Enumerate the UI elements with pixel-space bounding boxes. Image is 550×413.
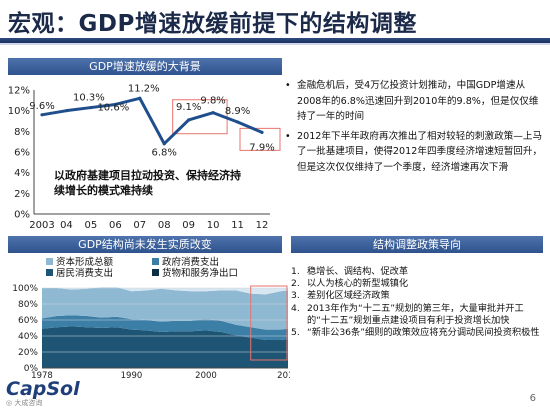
x-tick-label: 11 <box>231 220 244 231</box>
y-tick-label: 10% <box>8 106 30 117</box>
policy-text: 2013年作为“十二五”规划的第三年，大量审批并开工的“十二五”规划重点建设项目… <box>307 302 524 326</box>
bullet-item: 金融危机后，受4万亿投资计划推动，中国GDP增速从2008年的6.8%迅速回升到… <box>285 78 545 125</box>
data-label: 6.8% <box>152 148 177 159</box>
y-tick-label: 20% <box>18 348 38 358</box>
panel-header-policy: 结构调整政策导向 <box>291 236 543 253</box>
y-tick-label: 100% <box>12 284 38 294</box>
x-tick-label: 2003 <box>29 220 54 231</box>
y-tick-label: 0% <box>14 210 30 221</box>
x-tick-label: 06 <box>109 220 122 231</box>
data-label: 7.9% <box>249 142 274 153</box>
y-tick-label: 0% <box>24 364 39 374</box>
chart-annotation: 续增长的模式难持续 <box>54 183 153 197</box>
legend-label: 货物和服务净出口 <box>162 267 238 279</box>
x-tick-label: 08 <box>158 220 171 231</box>
x-tick-label: 1978 <box>31 371 53 381</box>
legend-swatch <box>46 269 53 276</box>
legend-label: 政府消费支出 <box>162 256 219 268</box>
page-number: 6 <box>529 393 536 404</box>
legend-swatch <box>152 258 159 265</box>
x-tick-label: 2011 <box>277 371 290 381</box>
policy-num: 4. <box>291 302 300 314</box>
capsol-logo: CapSol <box>6 378 80 400</box>
data-label: 11.2% <box>128 83 160 94</box>
bullet-list: 金融危机后，受4万亿投资计划推动，中国GDP增速从2008年的6.8%迅速回升到… <box>285 78 545 179</box>
policy-text: “新非公36条”细则的政策效应将充分调动民间投资积极性 <box>307 327 540 339</box>
gdp-growth-line <box>41 96 263 146</box>
policy-item: 5. “新非公36条”细则的政策效应将充分调动民间投资积极性 <box>291 327 543 339</box>
x-tick-label: 07 <box>133 220 146 231</box>
policy-num: 2. <box>291 278 300 290</box>
x-tick-label: 12 <box>256 220 269 231</box>
policy-item: 2. 以人为核心的新型城镇化 <box>291 278 543 290</box>
legend-label: 居民消费支出 <box>56 267 113 279</box>
slide-title: 宏观：GDP增速放缓前提下的结构调整 <box>8 11 417 37</box>
data-point <box>138 96 142 100</box>
data-point <box>162 142 166 146</box>
policy-item: 1. 稳增长、调结构、促改革 <box>291 266 543 278</box>
panel-header-gdp-structure: GDP结构尚未发生实质改变 <box>8 236 282 253</box>
legend-swatch <box>152 269 159 276</box>
policy-text: 稳增长、调结构、促改革 <box>307 266 409 277</box>
y-tick-label: 6% <box>14 148 30 159</box>
data-label: 10.3% <box>73 93 105 104</box>
watermark: ◎ 大成咨询 <box>6 399 43 407</box>
x-tick-label: 10 <box>207 220 220 231</box>
data-point <box>89 105 93 110</box>
y-tick-label: 60% <box>18 316 38 326</box>
data-label: 10.6% <box>97 102 129 113</box>
x-tick-label: 05 <box>85 220 98 231</box>
data-point <box>113 102 117 107</box>
y-tick-label: 8% <box>14 127 30 138</box>
title-divider-light <box>0 43 550 45</box>
data-point <box>64 109 69 113</box>
x-tick-label: 09 <box>182 220 195 231</box>
x-tick-label: 1990 <box>121 371 143 381</box>
data-label: 8.9% <box>225 106 250 117</box>
legend-swatch <box>46 258 53 265</box>
policy-num: 3. <box>291 290 300 302</box>
data-label: 9.1% <box>176 102 201 113</box>
highlight-box <box>250 285 288 361</box>
policy-item: 4. 2013年作为“十二五”规划的第三年，大量审批并开工的“十二五”规划重点建设… <box>291 303 543 327</box>
panel-header-gdp-growth: GDP增速放缓的大背景 <box>8 58 282 75</box>
y-tick-label: 80% <box>18 300 38 310</box>
data-point <box>260 130 264 134</box>
area-series <box>42 326 288 368</box>
area-series <box>42 287 288 295</box>
data-label: 9.8% <box>200 96 225 107</box>
y-tick-label: 12% <box>8 86 30 97</box>
policy-list: 1. 稳增长、调结构、促改革 2. 以人为核心的新型城镇化 3. 差别化区域经济政策 … <box>291 266 543 339</box>
bullet-item: 2012年下半年政府再次推出了相对较轻的刺激政策—上马了一批基建项目，使得201… <box>285 129 545 176</box>
legend-label: 资本形成总额 <box>56 256 114 268</box>
data-point <box>187 118 191 122</box>
data-label: 9.6% <box>29 101 54 112</box>
gdp-growth-line-chart: 0% 2% 4% 6% 8% 10% 12% 2003 04 05 06 07 08 09 10 11 12 9.… <box>8 83 281 231</box>
policy-num: 5. <box>291 327 300 339</box>
policy-text: 以人为核心的新型城镇化 <box>307 278 409 290</box>
data-point <box>211 111 215 115</box>
y-tick-label: 2% <box>14 189 30 200</box>
policy-item: 3. 差别化区域经济政策 <box>291 290 543 302</box>
title-divider <box>0 38 550 43</box>
highlight-box <box>239 127 281 151</box>
area-series <box>42 315 288 340</box>
y-tick-label: 40% <box>18 332 38 342</box>
x-tick-label: 2000 <box>195 371 217 381</box>
data-point <box>235 120 240 124</box>
area-series <box>42 287 288 330</box>
y-tick-label: 4% <box>14 168 30 179</box>
policy-num: 1. <box>291 266 300 277</box>
data-point <box>40 113 44 117</box>
x-tick-label: 04 <box>60 220 73 231</box>
policy-text: 差别化区域经济政策 <box>307 290 390 302</box>
chart-annotation: 以政府基建项目拉动投资、保持经济持 <box>54 168 241 182</box>
